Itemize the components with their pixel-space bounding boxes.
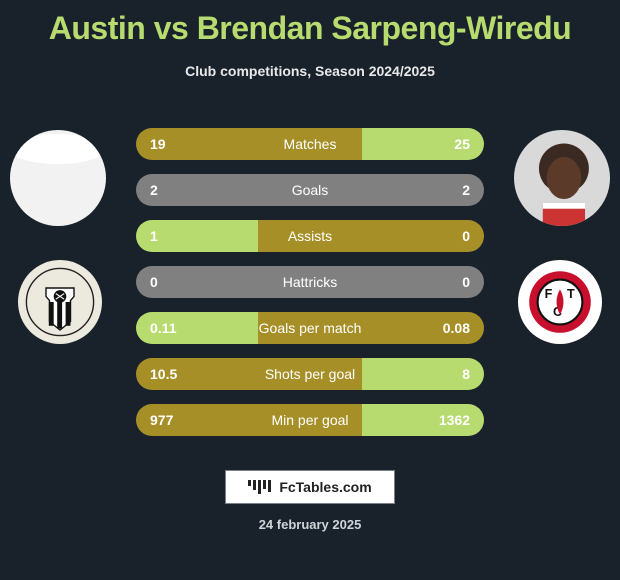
notts-county-badge-icon bbox=[25, 267, 95, 337]
stat-label: Hattricks bbox=[136, 274, 484, 290]
stat-rows: 19Matches252Goals21Assists00Hattricks00.… bbox=[136, 128, 484, 450]
subtitle: Club competitions, Season 2024/2025 bbox=[0, 63, 620, 79]
right-player-photo bbox=[514, 130, 610, 226]
stat-right-value: 0.08 bbox=[443, 320, 470, 336]
footer-brand-text: FcTables.com bbox=[279, 479, 371, 495]
stat-row: 10.5Shots per goal8 bbox=[136, 358, 484, 390]
stat-row: 0.11Goals per match0.08 bbox=[136, 312, 484, 344]
stat-left-value: 2 bbox=[150, 182, 158, 198]
stat-row: 19Matches25 bbox=[136, 128, 484, 160]
stat-left-value: 1 bbox=[150, 228, 158, 244]
stat-label: Assists bbox=[136, 228, 484, 244]
stat-label: Min per goal bbox=[136, 412, 484, 428]
stat-right-value: 0 bbox=[462, 228, 470, 244]
stat-left-value: 0.11 bbox=[150, 320, 176, 336]
stat-row: 0Hattricks0 bbox=[136, 266, 484, 298]
stat-label: Goals per match bbox=[136, 320, 484, 336]
stat-right-value: 8 bbox=[462, 366, 470, 382]
stat-right-value: 25 bbox=[454, 136, 470, 152]
stat-left-value: 977 bbox=[150, 412, 173, 428]
fleetwood-town-badge-icon: F T C bbox=[525, 267, 595, 337]
stat-row: 2Goals2 bbox=[136, 174, 484, 206]
page-title: Austin vs Brendan Sarpeng-Wiredu bbox=[0, 0, 620, 47]
bars-icon bbox=[248, 480, 273, 494]
player-silhouette-icon bbox=[514, 130, 610, 226]
stat-left-value: 0 bbox=[150, 274, 158, 290]
stat-right-value: 2 bbox=[462, 182, 470, 198]
comparison-arena: F T C 19Matches252Goals21Assists00Hattri… bbox=[0, 120, 620, 440]
right-club-badge: F T C bbox=[518, 260, 602, 344]
svg-text:T: T bbox=[567, 287, 575, 301]
stat-label: Shots per goal bbox=[136, 366, 484, 382]
date-text: 24 february 2025 bbox=[0, 517, 620, 532]
svg-text:F: F bbox=[545, 287, 553, 301]
stat-label: Matches bbox=[136, 136, 484, 152]
left-player-photo bbox=[10, 130, 106, 226]
stat-right-value: 0 bbox=[462, 274, 470, 290]
stat-left-value: 19 bbox=[150, 136, 166, 152]
stat-left-value: 10.5 bbox=[150, 366, 177, 382]
stat-label: Goals bbox=[136, 182, 484, 198]
fctables-logo: FcTables.com bbox=[225, 470, 395, 504]
stat-row: 977Min per goal1362 bbox=[136, 404, 484, 436]
left-club-badge bbox=[18, 260, 102, 344]
stat-right-value: 1362 bbox=[439, 412, 470, 428]
stat-row: 1Assists0 bbox=[136, 220, 484, 252]
placeholder-icon bbox=[10, 134, 106, 164]
